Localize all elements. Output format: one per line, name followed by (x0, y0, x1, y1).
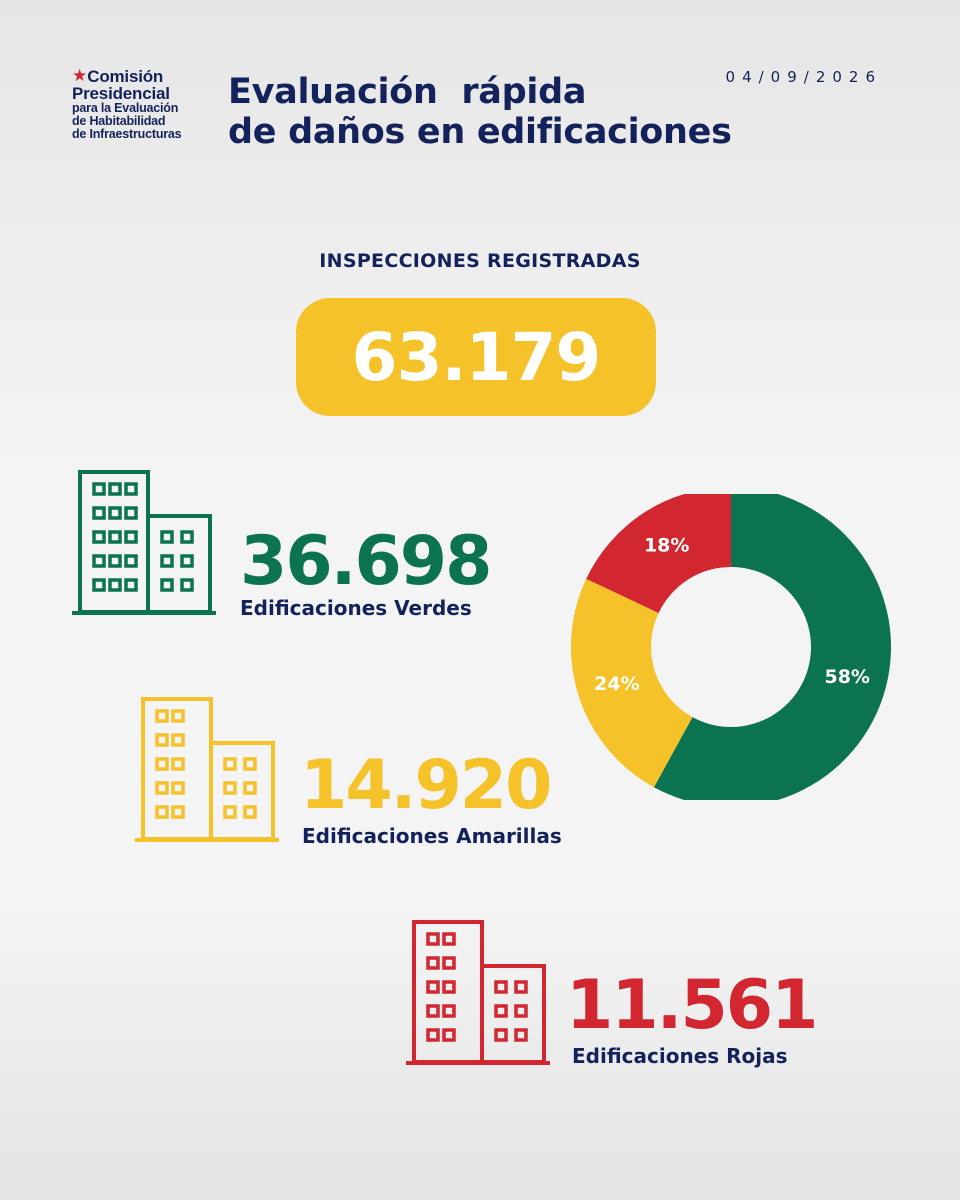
green-value: 36.698 (240, 522, 492, 601)
star-icon: ★ (72, 66, 88, 86)
donut-slice-label-1: 58% (824, 666, 869, 688)
yellow-building-icon (135, 697, 279, 842)
logo-line-5: de Infraestructuras (72, 127, 182, 141)
yellow-value: 14.920 (300, 746, 552, 825)
title-line-1: Evaluación rápida (228, 72, 587, 112)
title-line-2: de daños en edificaciones (228, 112, 732, 152)
date-label: 04/09/2026 (725, 68, 882, 86)
logo-line-1: Comisión (87, 67, 164, 86)
red-building-icon (406, 920, 550, 1065)
logo-line-3: para la Evaluación (72, 101, 179, 115)
inspections-label: INSPECCIONES REGISTRADAS (319, 250, 641, 272)
page-title: Evaluación rápida de daños en edificacio… (228, 72, 828, 152)
yellow-label: Edificaciones Amarillas (302, 824, 562, 848)
donut-chart: 58% 24% 18% (571, 494, 891, 800)
green-building-icon (72, 470, 216, 615)
donut-slice-label-2: 24% (594, 673, 639, 695)
logo: ★Comisión Presidencial para la Evaluació… (72, 68, 212, 141)
green-label: Edificaciones Verdes (240, 596, 472, 620)
logo-line-2: Presidencial (72, 84, 170, 103)
donut-slice-1 (653, 494, 891, 800)
donut-slice-label-3: 18% (644, 535, 689, 557)
inspections-total-badge: 63.179 (296, 298, 656, 416)
red-value: 11.561 (566, 966, 818, 1045)
donut-slice-3 (586, 494, 731, 613)
logo-line-4: de Habitabilidad (72, 114, 166, 128)
red-label: Edificaciones Rojas (572, 1044, 788, 1068)
inspections-total-value: 63.179 (351, 318, 602, 396)
donut-slice-2 (571, 578, 693, 788)
